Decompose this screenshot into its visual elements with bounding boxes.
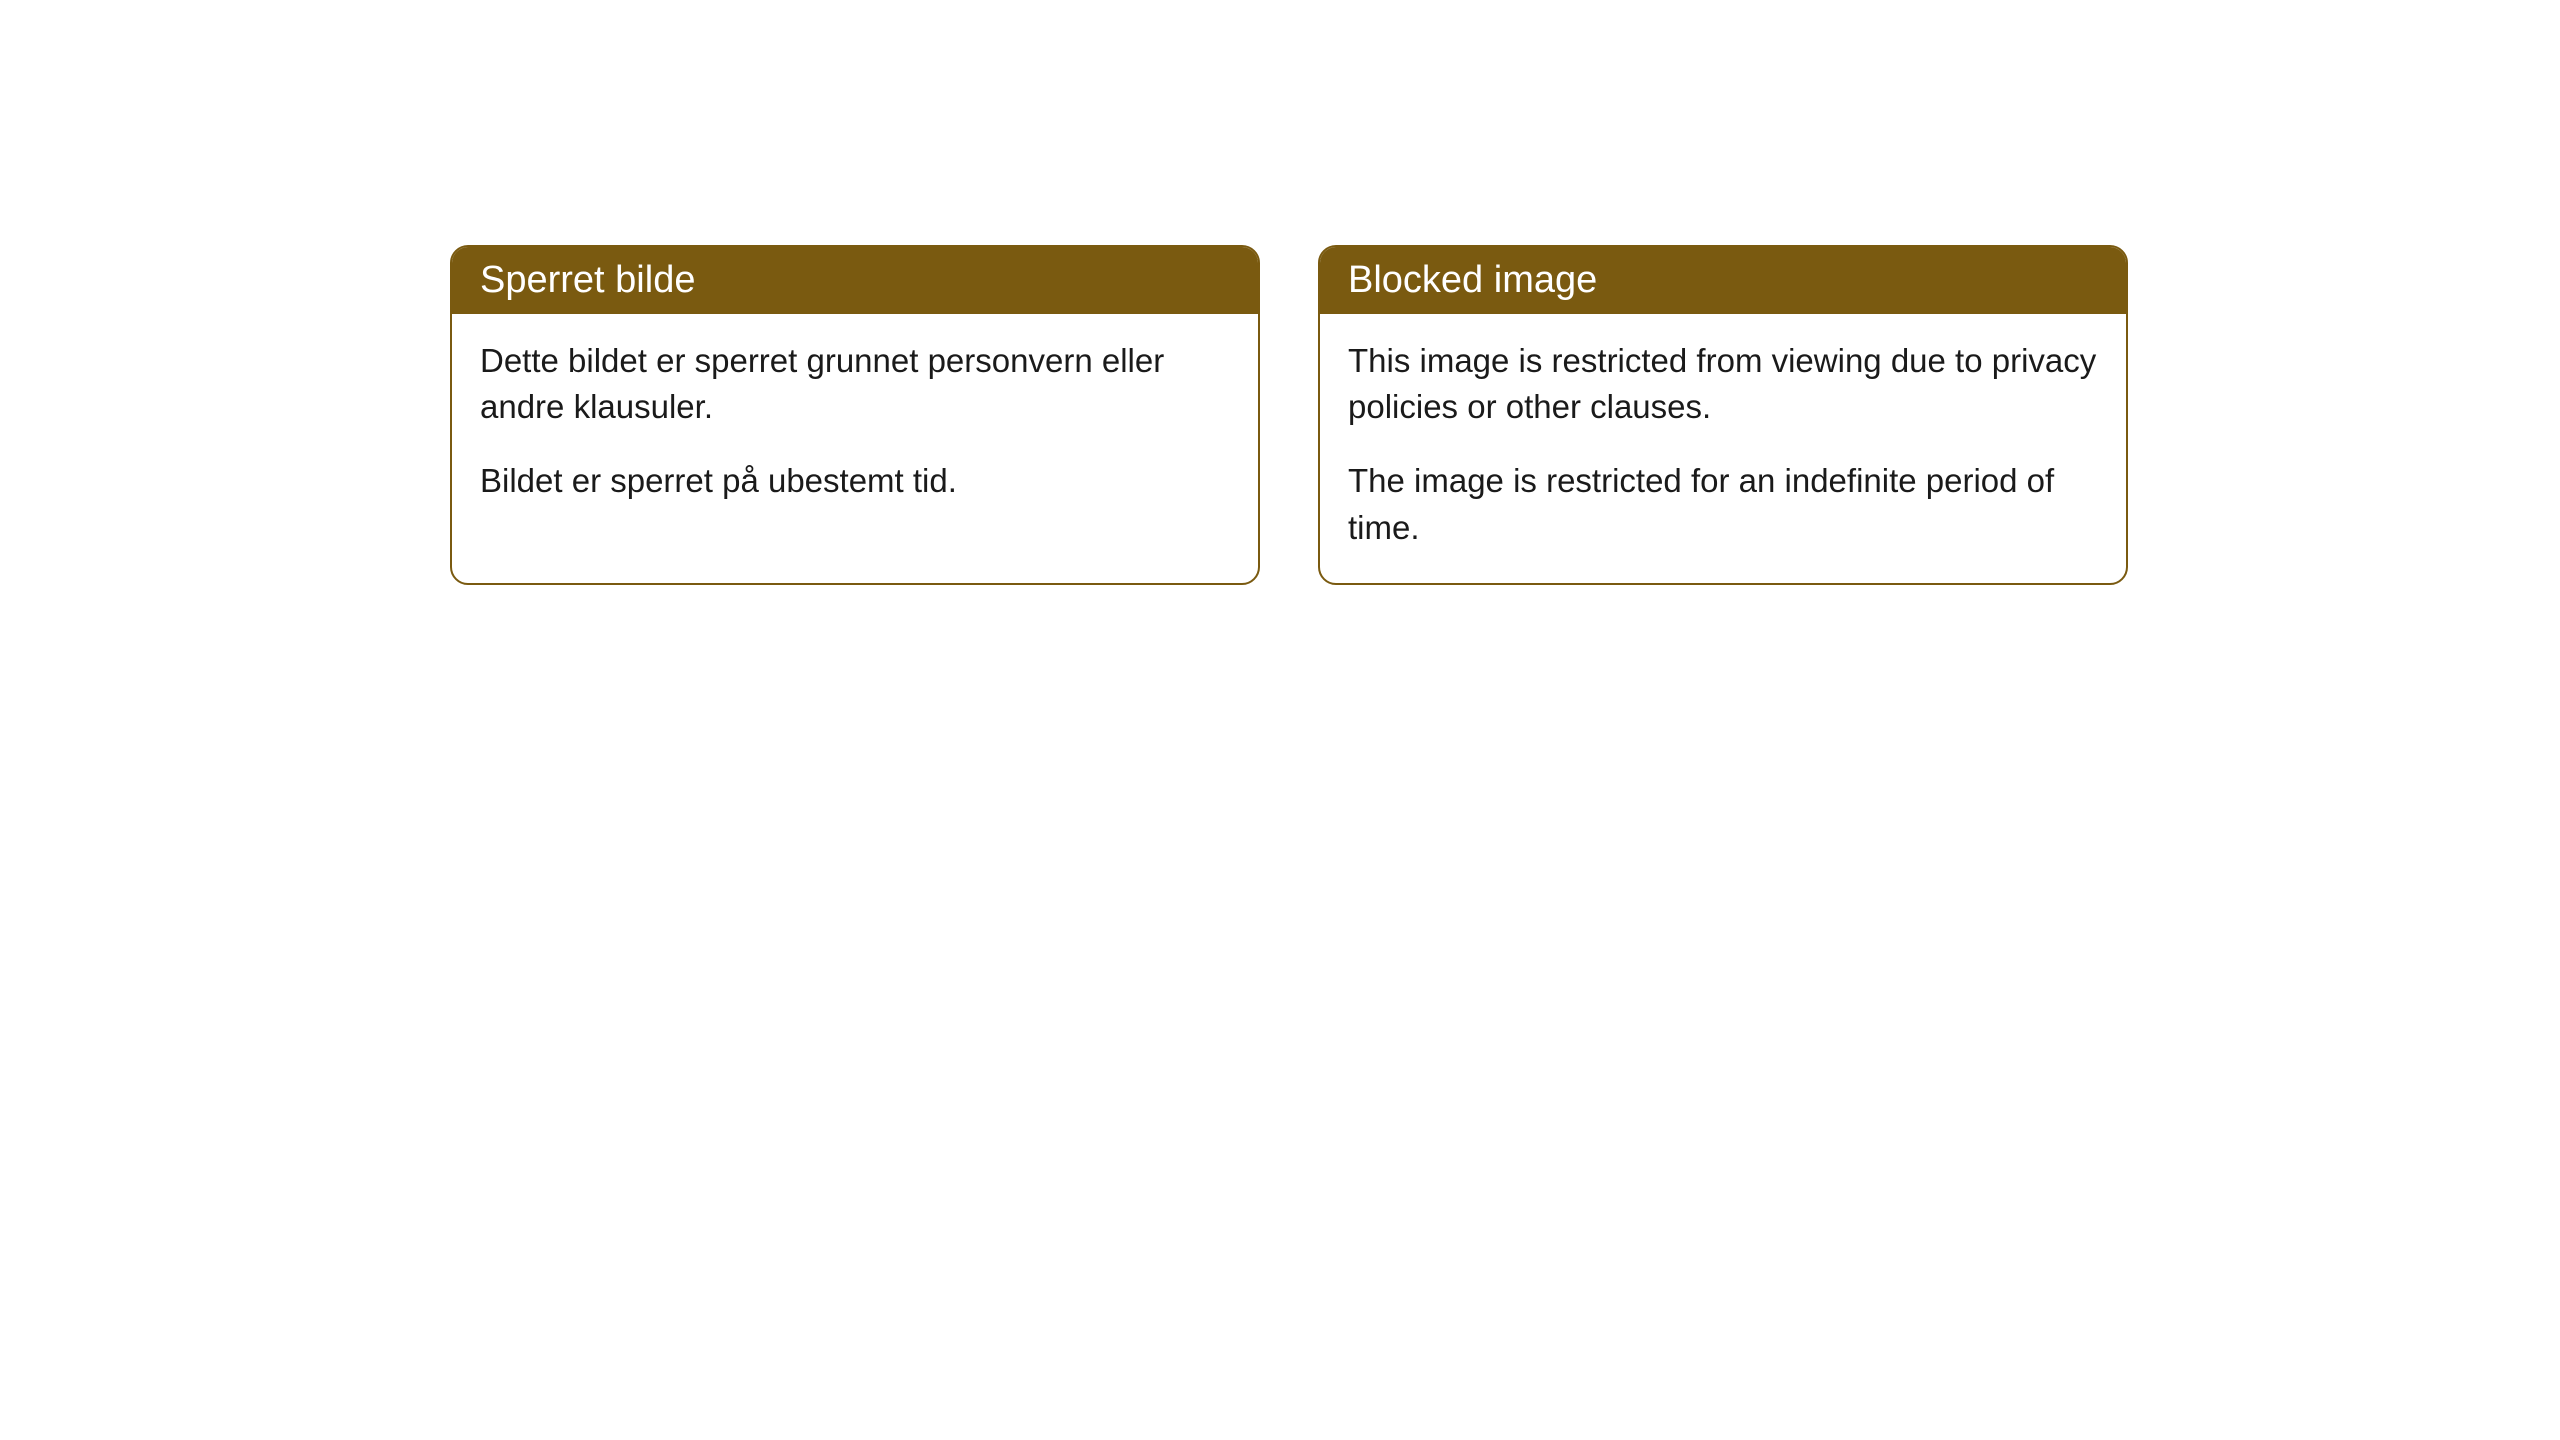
card-header: Sperret bilde <box>452 247 1258 314</box>
card-paragraph: Bildet er sperret på ubestemt tid. <box>480 458 1230 504</box>
blocked-image-card-english: Blocked image This image is restricted f… <box>1318 245 2128 585</box>
card-title: Sperret bilde <box>480 259 695 301</box>
card-body: Dette bildet er sperret grunnet personve… <box>452 314 1258 537</box>
card-body: This image is restricted from viewing du… <box>1320 314 2126 583</box>
card-paragraph: This image is restricted from viewing du… <box>1348 338 2098 430</box>
card-paragraph: The image is restricted for an indefinit… <box>1348 458 2098 550</box>
card-header: Blocked image <box>1320 247 2126 314</box>
card-title: Blocked image <box>1348 259 1597 301</box>
notice-cards-container: Sperret bilde Dette bildet er sperret gr… <box>450 245 2560 585</box>
blocked-image-card-norwegian: Sperret bilde Dette bildet er sperret gr… <box>450 245 1260 585</box>
card-paragraph: Dette bildet er sperret grunnet personve… <box>480 338 1230 430</box>
